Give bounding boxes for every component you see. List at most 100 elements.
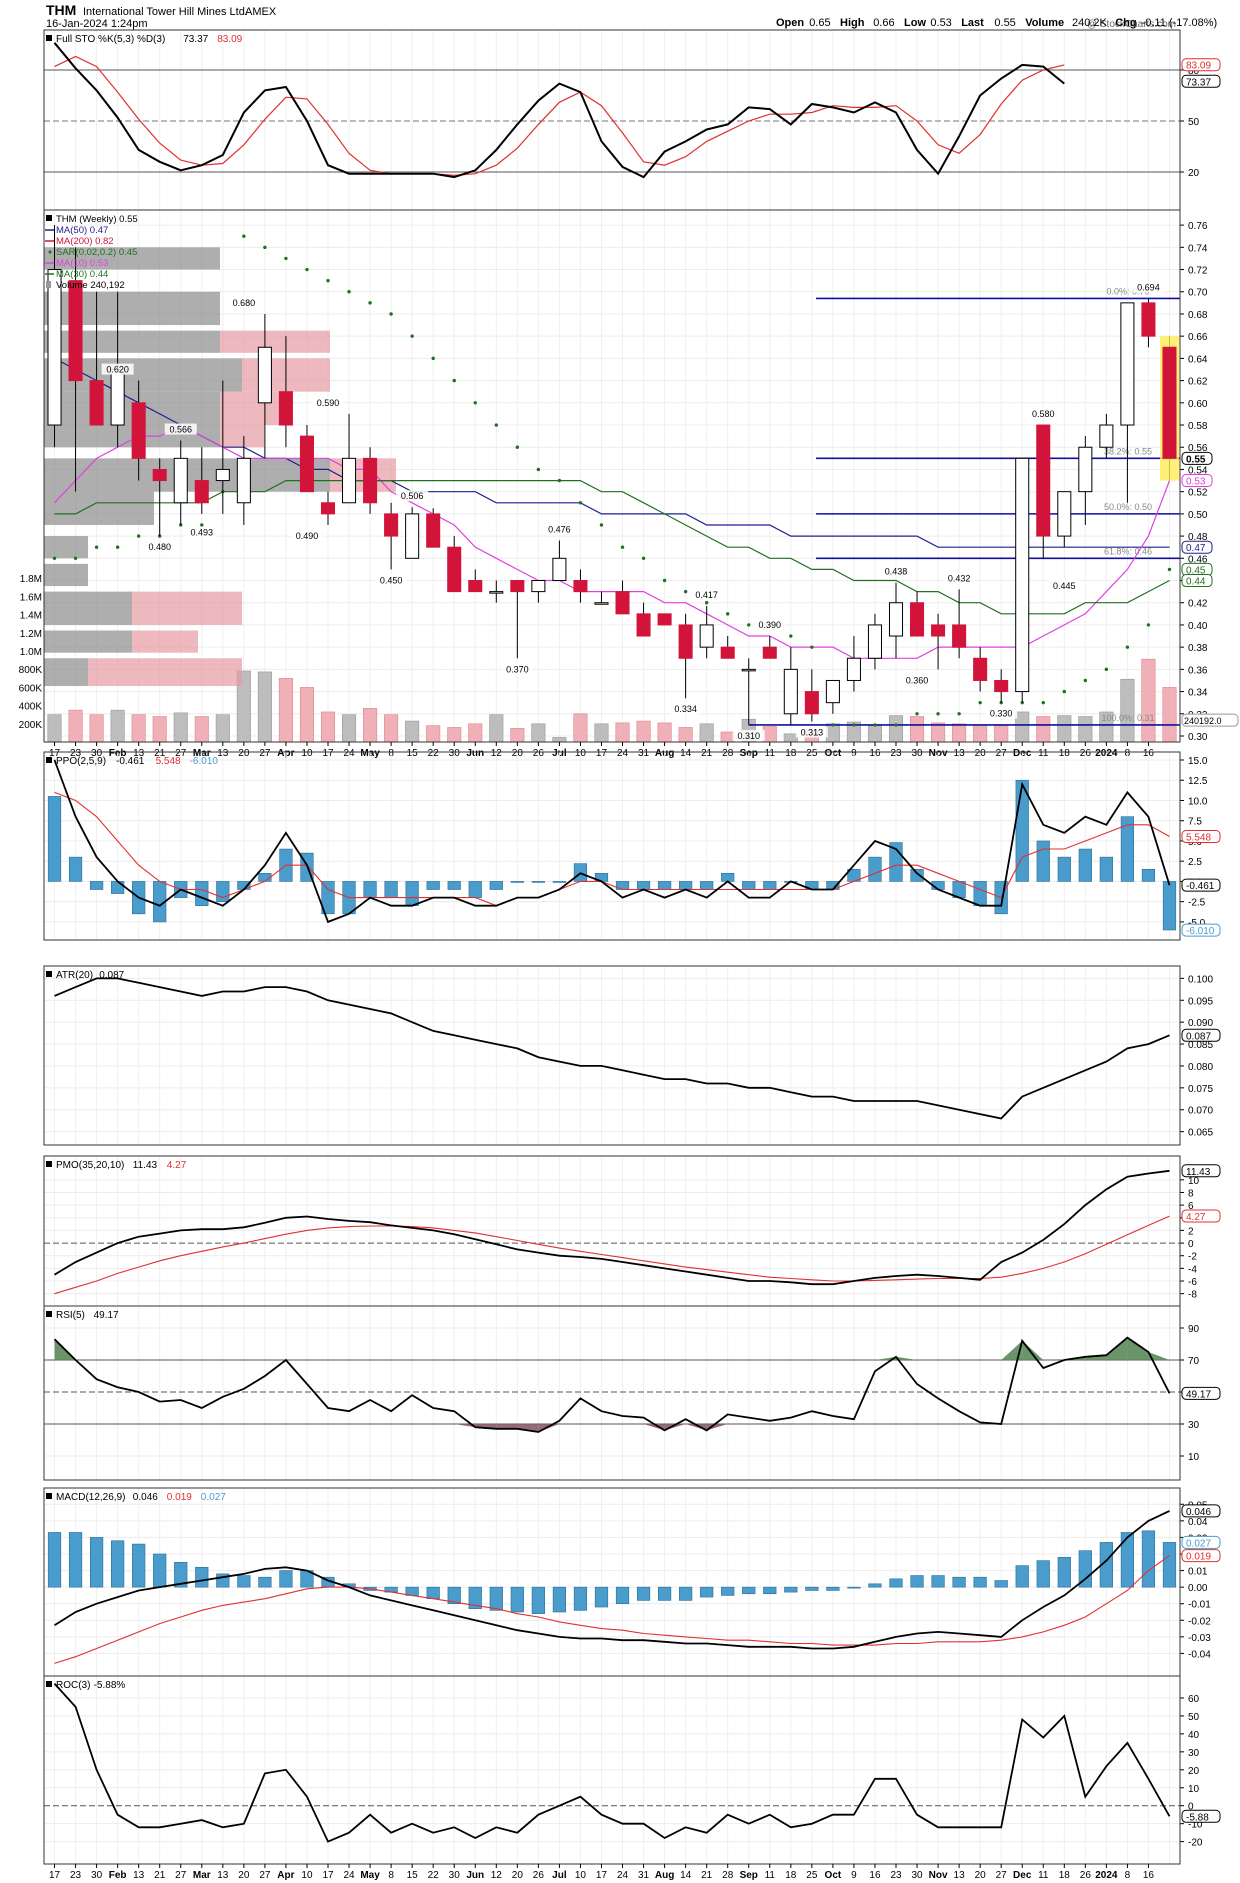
price-point-label: 0.438 [885, 567, 908, 577]
x-tick-label: 11 [765, 1870, 776, 1881]
x-tick-label: 13 [133, 1870, 145, 1881]
candle-down [468, 580, 483, 593]
x-tick-label: 30 [911, 1870, 923, 1881]
overbought-fill [896, 1356, 918, 1360]
legend-entry: ROC(3) [56, 1680, 90, 1691]
legend-marker [48, 250, 52, 254]
fibonacci-label: 100.0%: 0.31 [1101, 713, 1154, 723]
volume-bar [636, 720, 651, 743]
candle-up [1015, 457, 1030, 693]
candle-down [384, 513, 399, 537]
last-value-pill [1181, 474, 1213, 488]
histogram-bar [468, 1586, 482, 1609]
sar-dot [263, 245, 267, 250]
candle-down [1141, 302, 1156, 337]
x-tick-label: 23 [890, 1870, 902, 1881]
histogram-bar [826, 1586, 840, 1591]
x-tick-label: 26 [1080, 1870, 1092, 1881]
y-tick-label: -0.03 [1188, 1633, 1211, 1644]
price-point-label: 0.450 [380, 575, 403, 585]
histogram-bar [321, 881, 335, 915]
candle-up [741, 668, 756, 672]
histogram-bar [973, 1576, 987, 1588]
y-tick-label: 2 [1188, 1226, 1194, 1237]
volume-by-price-up [44, 630, 132, 653]
histogram-bar [1099, 856, 1113, 882]
sar-dot [473, 401, 477, 405]
price-label-bg [690, 589, 723, 601]
fibonacci-label: 0.0%: 0.70 [1106, 286, 1149, 296]
legend-entry: MA(30) 0.44 [56, 269, 108, 280]
legend-entry: -5.88% [94, 1680, 126, 1691]
sar-dot [515, 445, 520, 449]
panel-pmo: -8-6-4-20246810PMO(35,20,10)11.434.2711.… [43, 1155, 1221, 1307]
y-tick-label: 50 [1188, 117, 1200, 128]
histogram-bar [195, 881, 209, 907]
candle-down [720, 646, 735, 659]
y-tick-label: 10 [1188, 1784, 1200, 1795]
candle-down [320, 502, 336, 515]
candle-down [1162, 346, 1177, 459]
x-tick-label: 8 [388, 1870, 394, 1881]
histogram-bar [657, 881, 672, 890]
histogram-bar [679, 881, 693, 890]
histogram-bar [68, 856, 83, 882]
ma-line [54, 424, 1171, 659]
volume-by-price-up [44, 330, 220, 353]
y-tick-label: 0.48 [1188, 532, 1208, 543]
panel-full-sto: 20 50 80 Full STO %K(5,3) %D(3) 73.37 83.09 83… [43, 29, 1221, 211]
price-label-bg [312, 396, 344, 408]
price-label-bg [543, 523, 576, 535]
histogram-bar [910, 1575, 924, 1588]
histogram-bar [573, 1586, 588, 1611]
sar-dot [115, 545, 120, 549]
legend-marker [46, 757, 52, 763]
histogram-bar [763, 881, 777, 890]
candle-down [68, 280, 83, 382]
volume-bar [1036, 716, 1051, 743]
legend-entry: MA(10) 0.53 [56, 258, 108, 269]
y-tick-label: 10 [1188, 1176, 1200, 1187]
sar-dot [683, 589, 688, 594]
y-tick-label: 0.080 [1188, 1062, 1213, 1073]
histogram-bar [174, 1561, 188, 1588]
volume-bar [89, 714, 104, 743]
x-tick-label: 14 [680, 1870, 692, 1881]
volume-bar [657, 722, 672, 743]
last-value-pill [1181, 1549, 1221, 1563]
series-line-signal [54, 1555, 1170, 1664]
y-tick-label: 0 [1188, 1802, 1194, 1813]
histogram-bar [763, 1586, 777, 1595]
last-value-label: -0.461 [1186, 881, 1215, 892]
y-tick-label: 0.46 [1188, 554, 1208, 565]
sar-dot [1167, 567, 1172, 572]
panel-macd: -0.04-0.03-0.02-0.010.000.010.020.030.04… [43, 1487, 1221, 1677]
volume-bar [194, 716, 209, 743]
sar-dot [620, 545, 625, 549]
last-value-pill [1181, 1386, 1221, 1400]
price-label-bg [1132, 281, 1165, 293]
y-tick-label: 0.54 [1188, 465, 1208, 476]
histogram-bar [89, 881, 104, 890]
sar-dot [789, 634, 793, 638]
last-value-label: 5.548 [1186, 833, 1211, 844]
volume-by-price-down [88, 658, 242, 687]
candle-up [531, 580, 546, 593]
volume-tick-label: 800K [19, 665, 43, 676]
legend-marker [46, 1161, 52, 1167]
volume-bar [152, 716, 167, 743]
candle-up [1099, 424, 1114, 448]
panel-ppo: -5.0-2.50.02.55.07.510.012.515.0PPO(2,5,… [43, 751, 1221, 941]
series-line-pmo [54, 1169, 1170, 1286]
volume-bar [678, 727, 693, 743]
volume-bar [552, 737, 567, 743]
histogram-bar [384, 881, 398, 898]
histogram-bar [552, 881, 567, 883]
histogram-bar [111, 881, 125, 894]
legend-entry: 73.37 [183, 34, 208, 45]
legend-entry: 0.046 [133, 1492, 158, 1503]
y-tick-label: 0.62 [1188, 377, 1208, 388]
sar-dot [662, 578, 667, 583]
price-point-label: 0.680 [233, 298, 256, 308]
series-line-macd [54, 1510, 1170, 1650]
